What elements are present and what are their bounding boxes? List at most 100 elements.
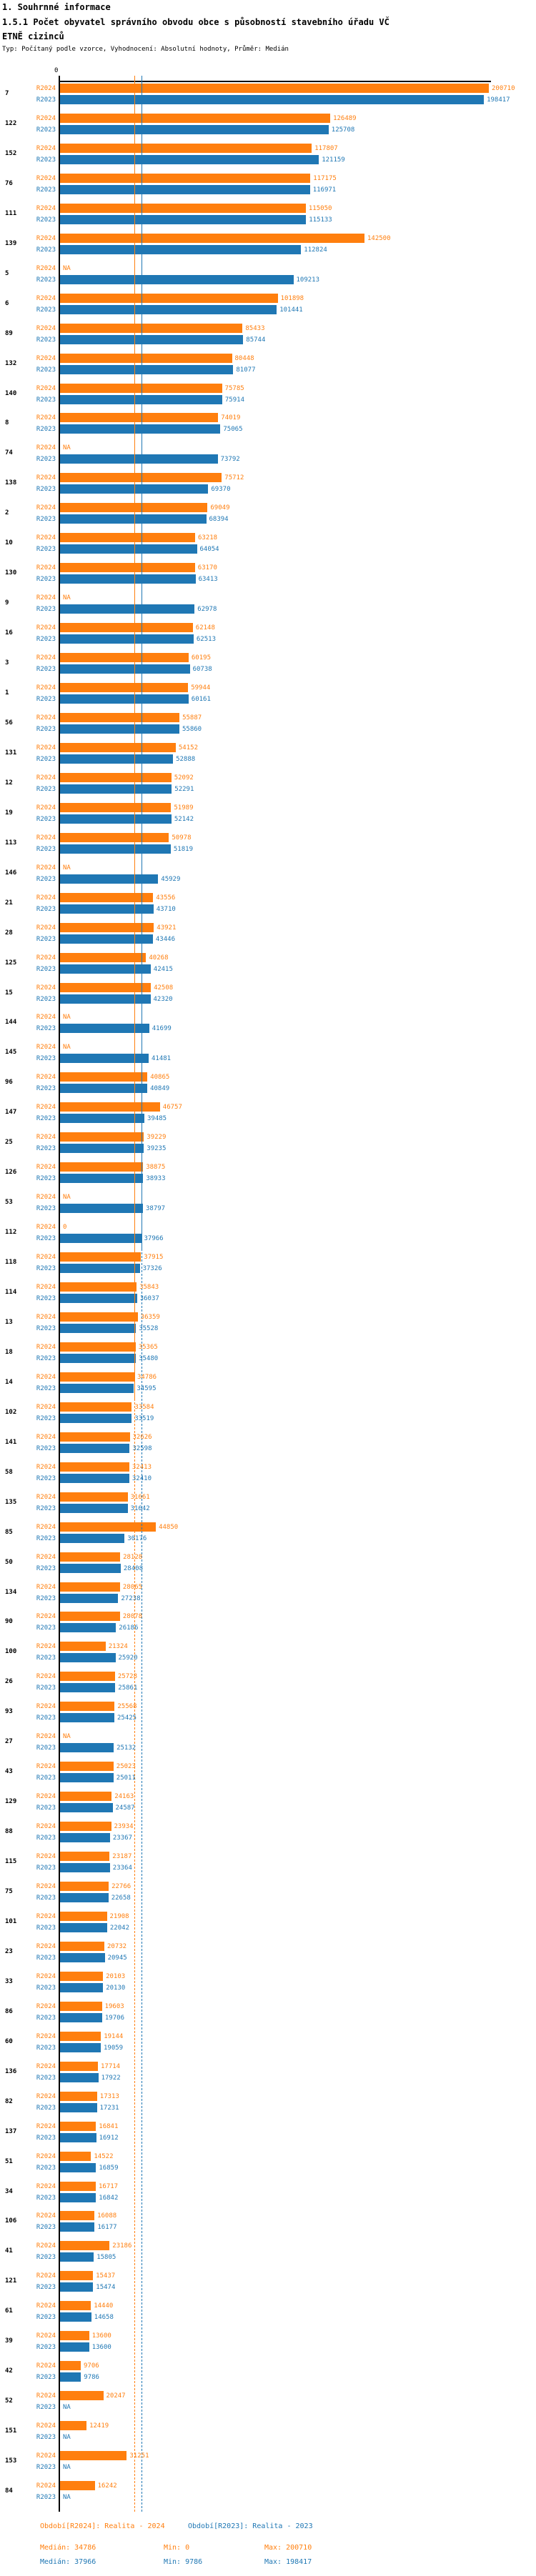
series-label-r2024: R2024 [36,1673,56,1680]
value-label-r2023: 75914 [224,396,244,404]
value-label-r2023: 45929 [161,876,181,883]
bar-r2024 [60,1972,104,1981]
value-label-r2024: 20103 [106,1973,126,1980]
series-label-r2024: R2024 [36,1434,56,1441]
value-label-r2024: 69049 [210,504,230,511]
bar-r2024 [60,1132,144,1142]
row-id-label: 125 [5,959,17,967]
series-label-r2024: R2024 [36,984,56,992]
series-label-r2024: R2024 [36,325,56,332]
bar-r2024 [60,2062,98,2071]
series-label-r2024: R2024 [36,804,56,812]
value-label-r2023: 25132 [116,1744,137,1752]
bar-r2024 [60,713,180,722]
series-label-r2023: R2023 [36,366,56,374]
value-label-r2023: 125708 [331,126,355,134]
series-label-r2024: R2024 [36,1254,56,1261]
bar-r2024 [60,563,195,572]
series-label-r2024: R2024 [36,1613,56,1620]
value-label-r2024: 50978 [172,834,192,842]
series-label-r2023: R2023 [36,456,56,463]
value-label-r2024: 51989 [174,804,194,812]
series-label-r2024: R2024 [36,1134,56,1141]
bar-r2023 [60,2342,89,2352]
row-id-label: 136 [5,2068,17,2075]
series-label-r2023: R2023 [36,966,56,973]
value-label-r2024: NA [63,864,71,872]
series-label-r2023: R2023 [36,1714,56,1722]
row-id-label: 137 [5,2128,17,2135]
series-label-r2023: R2023 [36,876,56,883]
series-label-r2024: R2024 [36,2302,56,2310]
row-id-label: 126 [5,1169,17,1176]
value-label-r2023: 34595 [137,1385,157,1392]
series-label-r2024: R2024 [36,1344,56,1351]
bar-r2024 [60,653,189,662]
series-label-r2023: R2023 [36,1955,56,1962]
row-id-label: 115 [5,1858,17,1865]
row-id-label: 101 [5,1918,17,1925]
series-label-r2024: R2024 [36,295,56,302]
bar-r2024 [60,2421,87,2430]
series-label-r2024: R2024 [36,1823,56,1830]
bar-r2023 [60,185,310,194]
series-label-r2023: R2023 [36,1624,56,1632]
bar-r2023 [60,1803,113,1812]
row-id-label: 93 [5,1708,13,1715]
y-axis-line [59,76,60,2512]
bar-r2023 [60,2193,96,2202]
series-label-r2024: R2024 [36,2272,56,2280]
value-label-r2023: 33519 [134,1415,154,1422]
value-label-r2023: 15474 [96,2284,116,2291]
x-axis-line [59,81,491,82]
bar-r2024 [60,833,169,842]
legend-r2024: Období[R2024]: Realita - 2024 [40,2522,165,2530]
series-label-r2023: R2023 [36,1475,56,1482]
series-label-r2023: R2023 [36,906,56,913]
bar-r2024 [60,1252,142,1262]
series-label-r2023: R2023 [36,1985,56,1992]
series-label-r2023: R2023 [36,606,56,613]
value-label-r2024: 37915 [144,1254,164,1261]
series-label-r2024: R2024 [36,1943,56,1950]
value-label-r2024: 19603 [104,2003,124,2010]
series-label-r2024: R2024 [36,115,56,122]
bar-r2023 [60,574,196,584]
value-label-r2024: 15437 [96,2272,116,2280]
series-label-r2023: R2023 [36,216,56,224]
row-id-label: 43 [5,1768,13,1775]
bar-r2023 [60,994,151,1004]
value-label-r2024: NA [63,444,71,451]
bar-r2024 [60,1492,128,1502]
row-id-label: 25 [5,1139,13,1146]
value-label-r2024: 25728 [117,1673,137,1680]
value-label-r2024: 17714 [101,2063,121,2070]
row-id-label: 23 [5,1948,13,1955]
bar-r2024 [60,2122,96,2131]
series-label-r2024: R2024 [36,1853,56,1860]
series-label-r2024: R2024 [36,2063,56,2070]
value-label-r2023: 115133 [309,216,332,224]
row-id-label: 10 [5,539,13,546]
series-label-r2024: R2024 [36,205,56,212]
bar-r2024 [60,1852,110,1861]
bar-r2024 [60,2361,81,2370]
row-id-label: 122 [5,120,17,127]
series-label-r2024: R2024 [36,2482,56,2490]
series-label-r2023: R2023 [36,426,56,433]
stat-min-r2024: Min: 0 [164,2544,190,2552]
row-id-label: 16 [5,629,13,636]
value-label-r2024: 117175 [313,175,337,182]
value-label-r2023: 35528 [139,1325,159,1332]
bar-r2023 [60,1534,125,1543]
series-label-r2023: R2023 [36,2344,56,2351]
series-label-r2023: R2023 [36,1415,56,1422]
series-label-r2024: R2024 [36,1643,56,1650]
series-label-r2024: R2024 [36,1104,56,1111]
value-label-r2024: 63170 [197,564,217,571]
series-label-r2023: R2023 [36,696,56,703]
bar-r2024 [60,1282,137,1292]
bar-r2024 [60,473,222,482]
bar-r2024 [60,1102,160,1112]
value-label-r2023: 68394 [209,516,229,523]
